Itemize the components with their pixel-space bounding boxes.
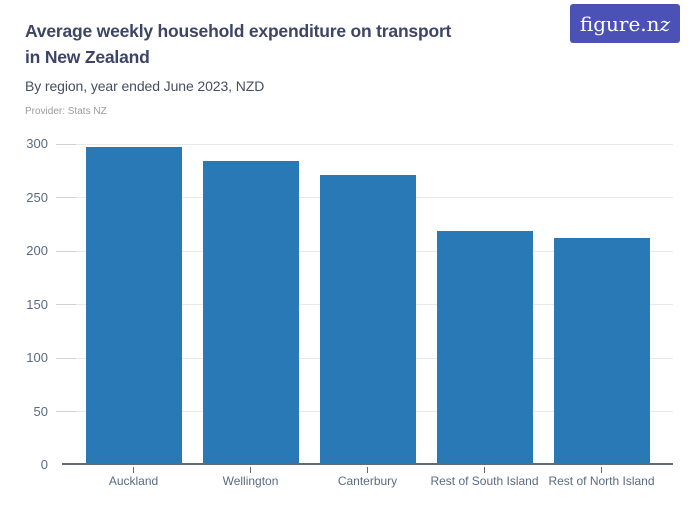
y-axis-tick-200 [56, 250, 76, 252]
x-axis-label-rest-of-north-island: Rest of North Island [548, 474, 655, 488]
bar-chart-plot-area: 0 50 100 150 200 250 300 Auckland Wellington Cant… [26, 136, 673, 488]
bar-canterbury [319, 175, 416, 463]
y-axis-tick-50 [56, 411, 76, 412]
y-axis-tick-250 [56, 197, 76, 198]
y-axis-label-50: 50 [33, 403, 48, 419]
gridline-y-300 [62, 143, 673, 145]
y-axis-tick-300 [56, 143, 76, 145]
y-axis-label-250: 250 [26, 189, 48, 205]
figurenz-logo-text-swash: z [659, 11, 671, 36]
x-axis-tick-4 [484, 467, 485, 473]
bar-rest-of-north-island [553, 238, 650, 463]
bar-auckland [85, 147, 182, 463]
x-axis-label-canterbury: Canterbury [337, 474, 398, 488]
chart-title-line1: Average weekly household expenditure on … [25, 21, 452, 41]
figurenz-logo[interactable]: figure.n z [570, 4, 680, 43]
x-axis-tick-3 [367, 467, 368, 473]
provider-label: Provider: Stats NZ [25, 106, 107, 117]
chart-title: Average weekly household expenditure on … [25, 18, 495, 70]
y-axis-label-100: 100 [26, 350, 48, 365]
y-axis-label-0: 0 [40, 457, 48, 472]
chart-title-line2: in New Zealand [25, 47, 150, 67]
figurenz-logo-text: figure.n [579, 11, 660, 36]
y-axis-tick-100 [56, 357, 76, 359]
x-axis-tick-1 [133, 467, 134, 473]
y-axis-label-300: 300 [26, 136, 48, 151]
y-axis-tick-150 [56, 304, 76, 305]
x-axis-label-rest-of-south-island: Rest of South Island [430, 474, 539, 488]
x-axis-label-wellington: Wellington [222, 474, 279, 488]
bar-rest-of-south-island [436, 230, 533, 463]
y-axis-label-200: 200 [26, 243, 48, 258]
x-axis-label-auckland: Auckland [108, 474, 159, 488]
chart-subtitle: By region, year ended June 2023, NZD [25, 78, 265, 94]
x-axis-tick-2 [250, 467, 251, 473]
x-axis-tick-5 [601, 467, 602, 473]
bar-wellington [202, 161, 299, 463]
y-axis-label-150: 150 [26, 296, 48, 312]
